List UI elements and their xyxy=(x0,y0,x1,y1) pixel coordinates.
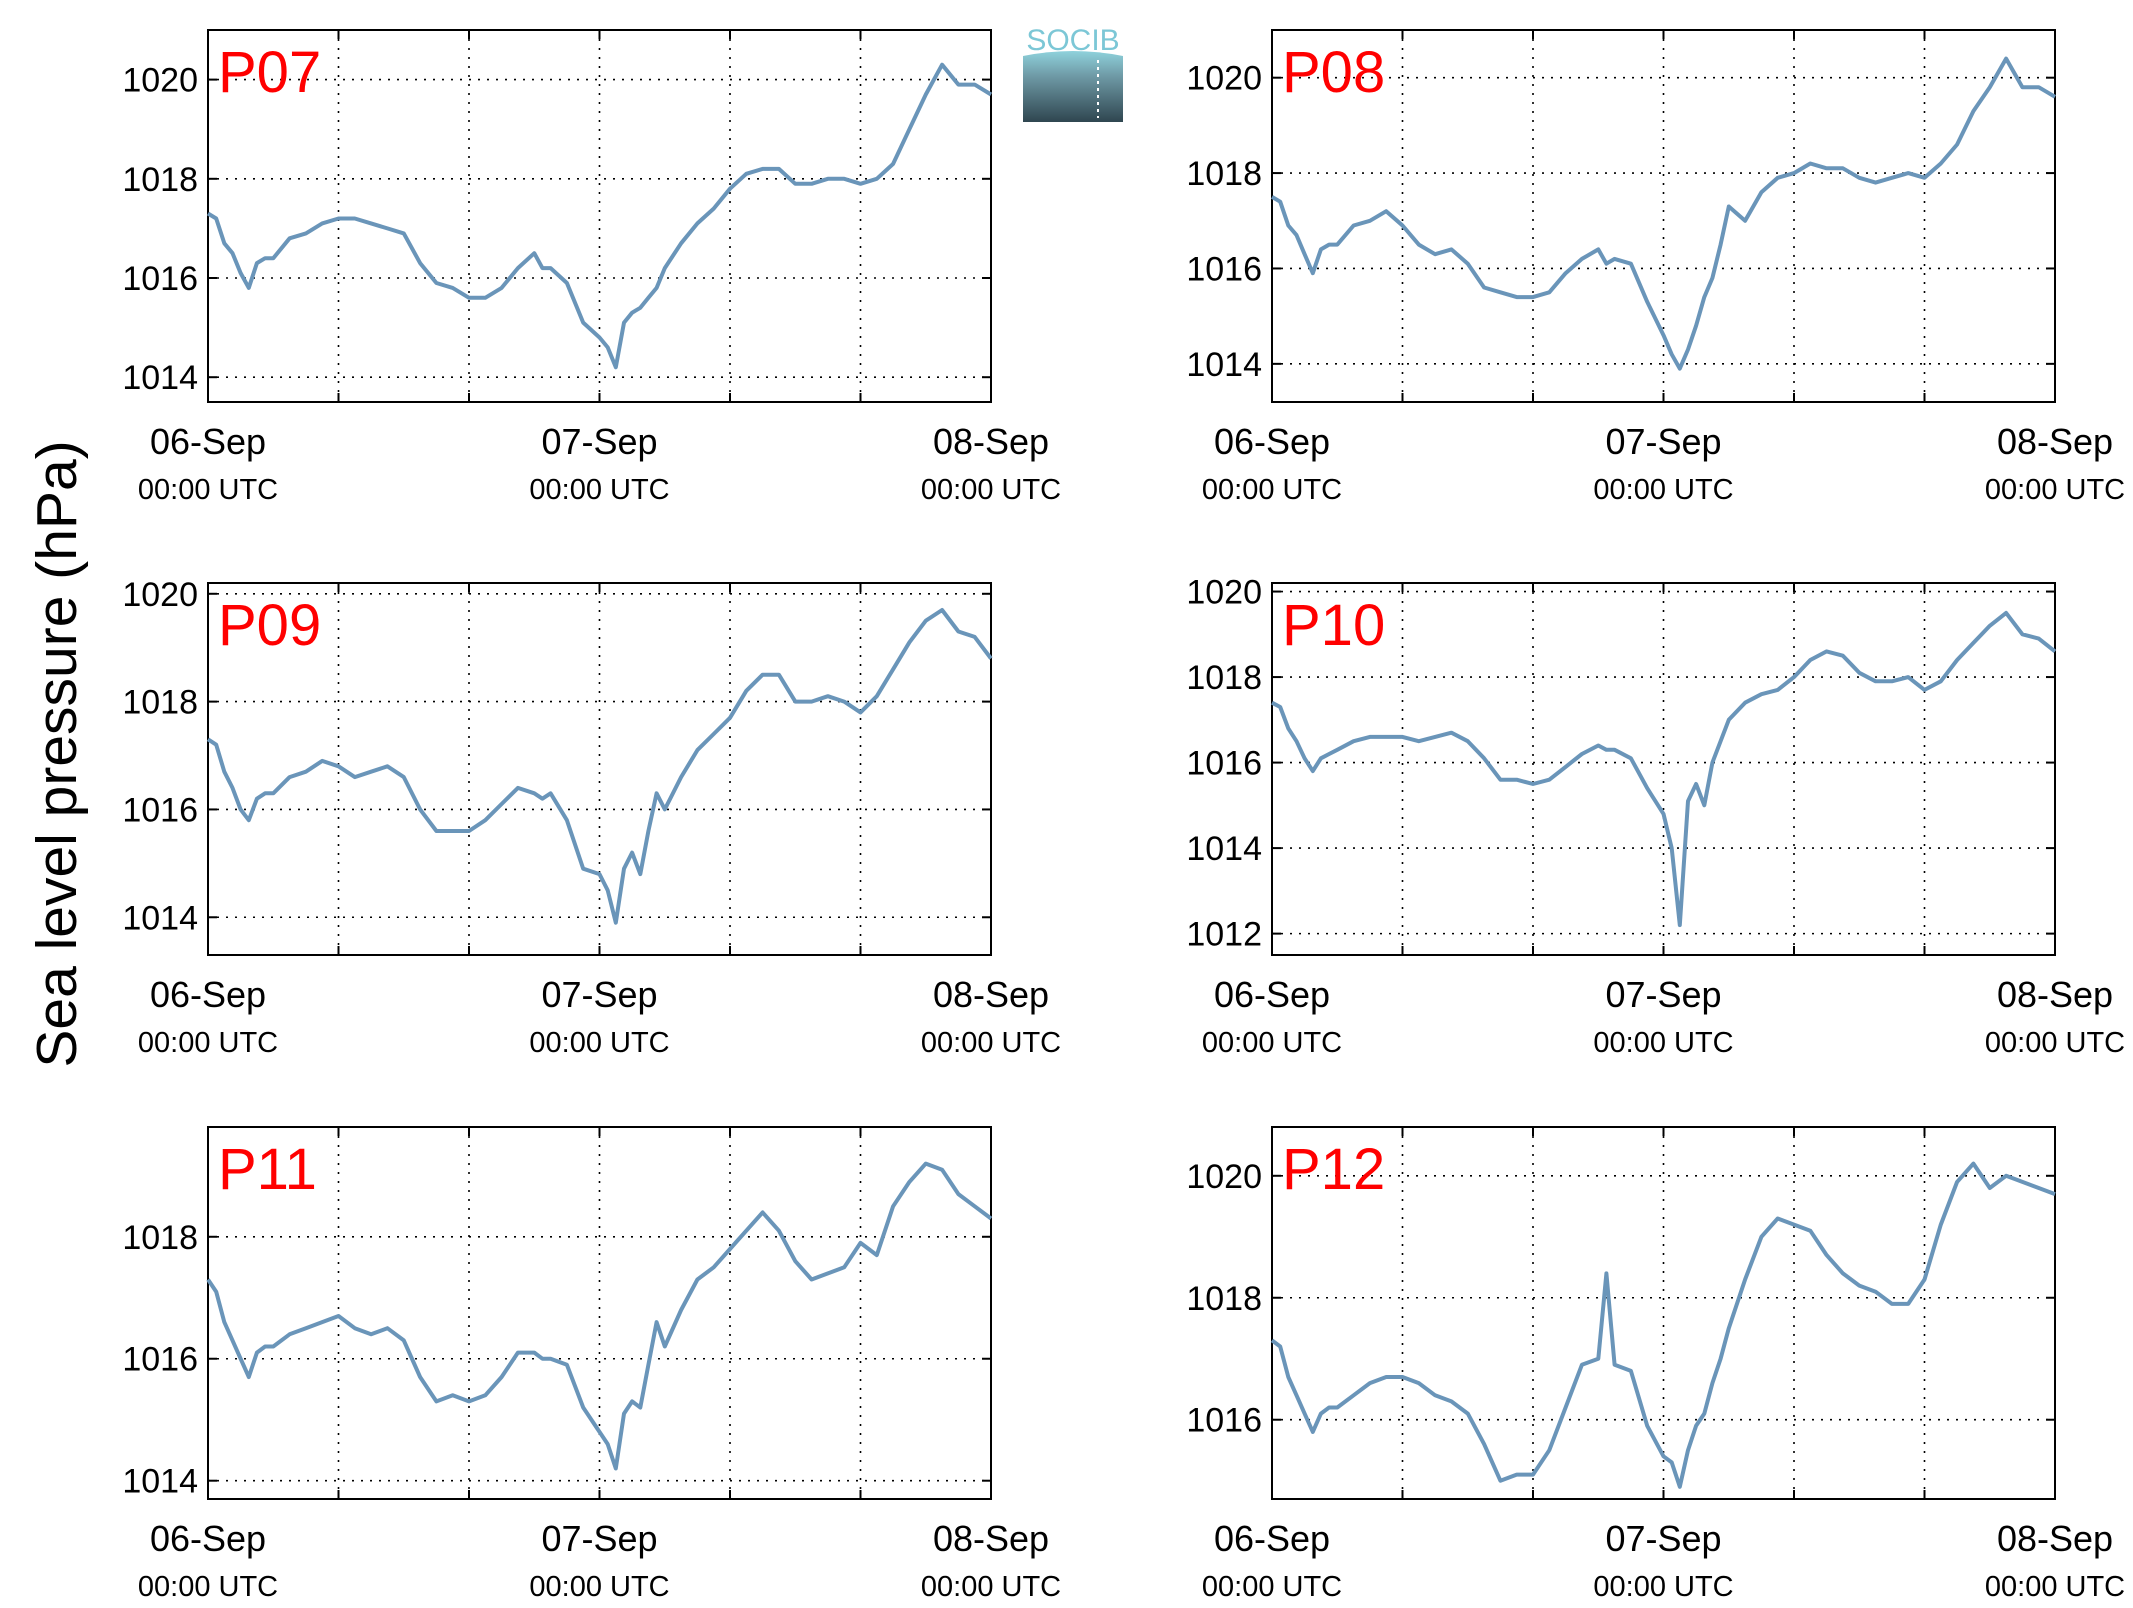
x-tick-label-time: 00:00 UTC xyxy=(1593,1027,1733,1059)
x-tick-label-time: 00:00 UTC xyxy=(1985,474,2125,506)
x-tick-label-time: 00:00 UTC xyxy=(138,1571,278,1603)
x-tick-label-time: 00:00 UTC xyxy=(1593,1571,1733,1603)
x-tick-label-time: 00:00 UTC xyxy=(1985,1027,2125,1059)
y-tick-label: 1018 xyxy=(122,161,198,199)
y-tick-label: 1016 xyxy=(122,260,198,298)
panel-label: P07 xyxy=(218,40,321,105)
y-tick-label: 1020 xyxy=(122,62,198,100)
series-line xyxy=(1271,610,2057,928)
panel-label: P08 xyxy=(1282,40,1385,105)
x-tick-label-time: 00:00 UTC xyxy=(1202,1571,1342,1603)
panel-label: P12 xyxy=(1282,1137,1385,1202)
series-line xyxy=(206,1161,993,1471)
x-tick-label-date: 07-Sep xyxy=(1605,1518,1721,1559)
x-tick-label-time: 00:00 UTC xyxy=(921,1027,1061,1059)
x-tick-label-time: 00:00 UTC xyxy=(529,1027,669,1059)
x-tick-label-date: 08-Sep xyxy=(933,1518,1049,1559)
x-tick-label-time: 00:00 UTC xyxy=(529,474,669,506)
y-tick-label: 1016 xyxy=(1186,250,1262,288)
x-tick-label-time: 00:00 UTC xyxy=(1985,1571,2125,1603)
x-tick-label-date: 07-Sep xyxy=(541,421,657,462)
x-tick-label-date: 08-Sep xyxy=(933,421,1049,462)
panel-p09: 1014 1016 1018 1020 06-Sep 00:00 UTC 07-Sep 00:… xyxy=(122,576,1061,1059)
x-tick-label-date: 08-Sep xyxy=(1997,421,2113,462)
panel-p11: 1014 1016 1018 06-Sep 00:00 UTC 07-Sep 00:00 U… xyxy=(122,1126,1061,1603)
y-axis-label-text: Sea level pressure (hPa) xyxy=(25,440,89,1068)
x-tick-label-time: 00:00 UTC xyxy=(138,1027,278,1059)
panel-label: P11 xyxy=(218,1137,317,1202)
y-tick-label: 1014 xyxy=(122,899,198,937)
plot-frame xyxy=(207,1126,992,1500)
panel-p12: 1016 1018 1020 06-Sep 00:00 UTC 07-Sep 00:00 U… xyxy=(1186,1126,2125,1603)
y-tick-label: 1012 xyxy=(1186,916,1262,954)
series-line xyxy=(1270,56,2057,371)
x-tick-label-time: 00:00 UTC xyxy=(1593,474,1733,506)
x-tick-label-date: 07-Sep xyxy=(1605,974,1721,1015)
x-tick-label-date: 08-Sep xyxy=(1997,974,2113,1015)
plot-frame xyxy=(1271,582,2056,956)
x-tick-label-date: 08-Sep xyxy=(933,974,1049,1015)
x-tick-label-date: 06-Sep xyxy=(150,974,266,1015)
series-line xyxy=(1270,1161,2056,1489)
x-tick-label-date: 06-Sep xyxy=(1214,1518,1330,1559)
y-tick-label: 1018 xyxy=(1186,155,1262,193)
y-tick-label: 1018 xyxy=(122,1219,198,1257)
y-tick-label: 1018 xyxy=(122,684,198,722)
y-tick-label: 1016 xyxy=(122,791,198,829)
y-tick-label: 1018 xyxy=(1186,659,1262,697)
x-tick-label-date: 06-Sep xyxy=(150,1518,266,1559)
panel-p07: 1014 1016 1018 1020 06-Sep 00:00 UTC 07-Sep 00:… xyxy=(122,29,1061,506)
y-tick-label: 1020 xyxy=(122,576,198,614)
x-tick-label-date: 06-Sep xyxy=(1214,974,1330,1015)
series-line xyxy=(206,62,993,370)
y-tick-label: 1014 xyxy=(122,1463,198,1501)
y-tick-label: 1016 xyxy=(122,1341,198,1379)
x-tick-label-time: 00:00 UTC xyxy=(1202,474,1342,506)
y-tick-label: 1014 xyxy=(1186,830,1262,868)
x-tick-label-time: 00:00 UTC xyxy=(1202,1027,1342,1059)
panel-p08: 1014 1016 1018 1020 06-Sep 00:00 UTC 07-Sep 00:… xyxy=(1186,29,2125,506)
x-tick-label-date: 07-Sep xyxy=(541,974,657,1015)
panel-label: P10 xyxy=(1282,593,1385,658)
x-tick-label-date: 06-Sep xyxy=(1214,421,1330,462)
y-tick-label: 1020 xyxy=(1186,60,1262,98)
x-tick-label-time: 00:00 UTC xyxy=(529,1571,669,1603)
x-tick-label-time: 00:00 UTC xyxy=(921,474,1061,506)
series-line xyxy=(206,608,993,925)
x-tick-label-time: 00:00 UTC xyxy=(138,474,278,506)
x-tick-label-date: 06-Sep xyxy=(150,421,266,462)
plot-frame xyxy=(1271,1126,2056,1500)
x-tick-label-date: 07-Sep xyxy=(1605,421,1721,462)
y-tick-label: 1020 xyxy=(1186,1158,1262,1196)
panel-label: P09 xyxy=(218,593,321,658)
y-tick-label: 1014 xyxy=(122,359,198,397)
y-tick-label: 1018 xyxy=(1186,1280,1262,1318)
y-tick-label: 1014 xyxy=(1186,346,1262,384)
x-tick-label-time: 00:00 UTC xyxy=(921,1571,1061,1603)
socib-logo: SOCIB xyxy=(1023,24,1123,122)
panel-p10: 1012 1014 1016 1018 1020 06-Sep 00:00 UTC 07-Se… xyxy=(1186,574,2125,1059)
y-tick-label: 1016 xyxy=(1186,745,1262,783)
y-axis-label: Sea level pressure (hPa) xyxy=(6,0,108,1608)
y-tick-label: 1020 xyxy=(1186,574,1262,612)
x-tick-label-date: 07-Sep xyxy=(541,1518,657,1559)
x-tick-label-date: 08-Sep xyxy=(1997,1518,2113,1559)
y-tick-label: 1016 xyxy=(1186,1402,1262,1440)
